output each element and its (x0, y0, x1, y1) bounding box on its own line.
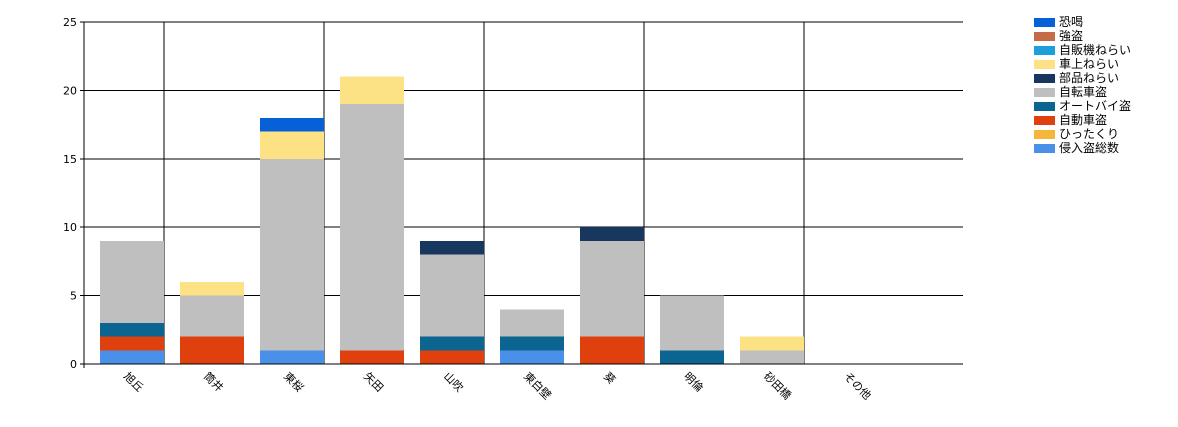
x-axis-ticks: 旭丘 筒井 東桜 矢田 山吹 東白壁 葵 明倫 砂田橋 その他 (121, 369, 874, 402)
x-tick-label: その他 (841, 370, 874, 403)
legend-swatch (1034, 129, 1055, 139)
bar-segment (660, 295, 724, 351)
bar-stacks (100, 76, 804, 364)
bar-segment (100, 350, 164, 364)
bar-segment (580, 240, 644, 337)
x-tick-label: 矢田 (361, 369, 386, 394)
bar-segment (100, 336, 164, 351)
legend-swatch (1034, 143, 1055, 153)
bar-segment (180, 336, 244, 364)
legend-item: 恐喝 (1034, 15, 1131, 29)
legend-item: オートバイ盗 (1034, 99, 1131, 113)
bar-segment (100, 240, 164, 323)
bar-segment (740, 350, 804, 364)
legend-item: 強盗 (1034, 29, 1131, 43)
legend-label: 自動車盗 (1059, 113, 1108, 127)
bar-segment (420, 350, 484, 364)
x-tick-label: 砂田橋 (761, 369, 794, 402)
legend-label: 恐喝 (1059, 15, 1084, 29)
bar-segment (500, 336, 564, 351)
bar-segment (420, 254, 484, 337)
bar-segment (260, 350, 324, 364)
legend-label: 強盗 (1059, 29, 1084, 43)
legend-swatch (1034, 101, 1055, 111)
y-tick-label: 20 (63, 84, 77, 97)
bar-segment (420, 336, 484, 351)
legend-label: オートバイ盗 (1059, 99, 1132, 113)
y-axis-ticks: 0 5 10 15 20 25 (63, 16, 84, 371)
grid-lines (84, 21, 963, 364)
y-tick-label: 0 (70, 358, 77, 371)
legend-swatch (1034, 59, 1055, 69)
axes (80, 22, 963, 368)
y-tick-label: 25 (63, 16, 77, 29)
legend-swatch (1034, 31, 1055, 41)
bar-segment (340, 350, 404, 364)
x-tick-label: 葵 (601, 370, 618, 387)
legend-swatch (1034, 115, 1055, 125)
bar-segment (100, 322, 164, 337)
y-tick-label: 10 (63, 221, 77, 234)
legend-label: 部品ねらい (1059, 71, 1120, 85)
bar-segment (740, 336, 804, 351)
bar-segment (340, 104, 404, 351)
bar-segment (660, 350, 724, 364)
legend-item: 侵入盗総数 (1034, 141, 1131, 155)
x-tick-label: 山吹 (441, 370, 466, 395)
bar-segment (340, 76, 404, 105)
legend-item: 部品ねらい (1034, 71, 1131, 85)
legend-label: 侵入盗総数 (1059, 141, 1120, 155)
legend-swatch (1034, 87, 1055, 97)
bar-segment (580, 336, 644, 364)
legend-item: 自販機ねらい (1034, 43, 1131, 57)
bar-segment (500, 350, 564, 364)
bar-segment (180, 281, 244, 296)
legend-label: ひったくり (1059, 127, 1120, 141)
legend-label: 車上ねらい (1059, 57, 1120, 71)
bar-segment (260, 117, 324, 132)
bar-segment (260, 131, 324, 159)
y-tick-label: 5 (70, 290, 77, 303)
legend-item: ひったくり (1034, 127, 1131, 141)
bar-segment (260, 158, 324, 351)
y-tick-label: 15 (63, 153, 77, 166)
bar-segment (580, 227, 644, 241)
legend-swatch (1034, 45, 1055, 55)
legend: 恐喝 強盗 自販機ねらい 車上ねらい 部品ねらい 自転車盗 オートバイ盗 自動車盗 ひったくり侵… (1034, 15, 1131, 155)
legend-item: 自転車盗 (1034, 85, 1131, 99)
x-tick-label: 明倫 (681, 369, 706, 394)
legend-label: 自販機ねらい (1059, 43, 1132, 57)
legend-label: 自転車盗 (1059, 85, 1108, 99)
bar-segment (180, 295, 244, 337)
legend-item: 車上ねらい (1034, 57, 1131, 71)
x-tick-label: 旭丘 (121, 369, 146, 394)
x-tick-label: 東白壁 (521, 369, 554, 402)
legend-swatch (1034, 17, 1055, 27)
bar-segment (420, 240, 484, 255)
x-tick-label: 筒井 (201, 369, 226, 394)
bar-segment (500, 309, 564, 337)
legend-item: 自動車盗 (1034, 113, 1131, 127)
legend-swatch (1034, 73, 1055, 83)
x-tick-label: 東桜 (281, 369, 306, 394)
